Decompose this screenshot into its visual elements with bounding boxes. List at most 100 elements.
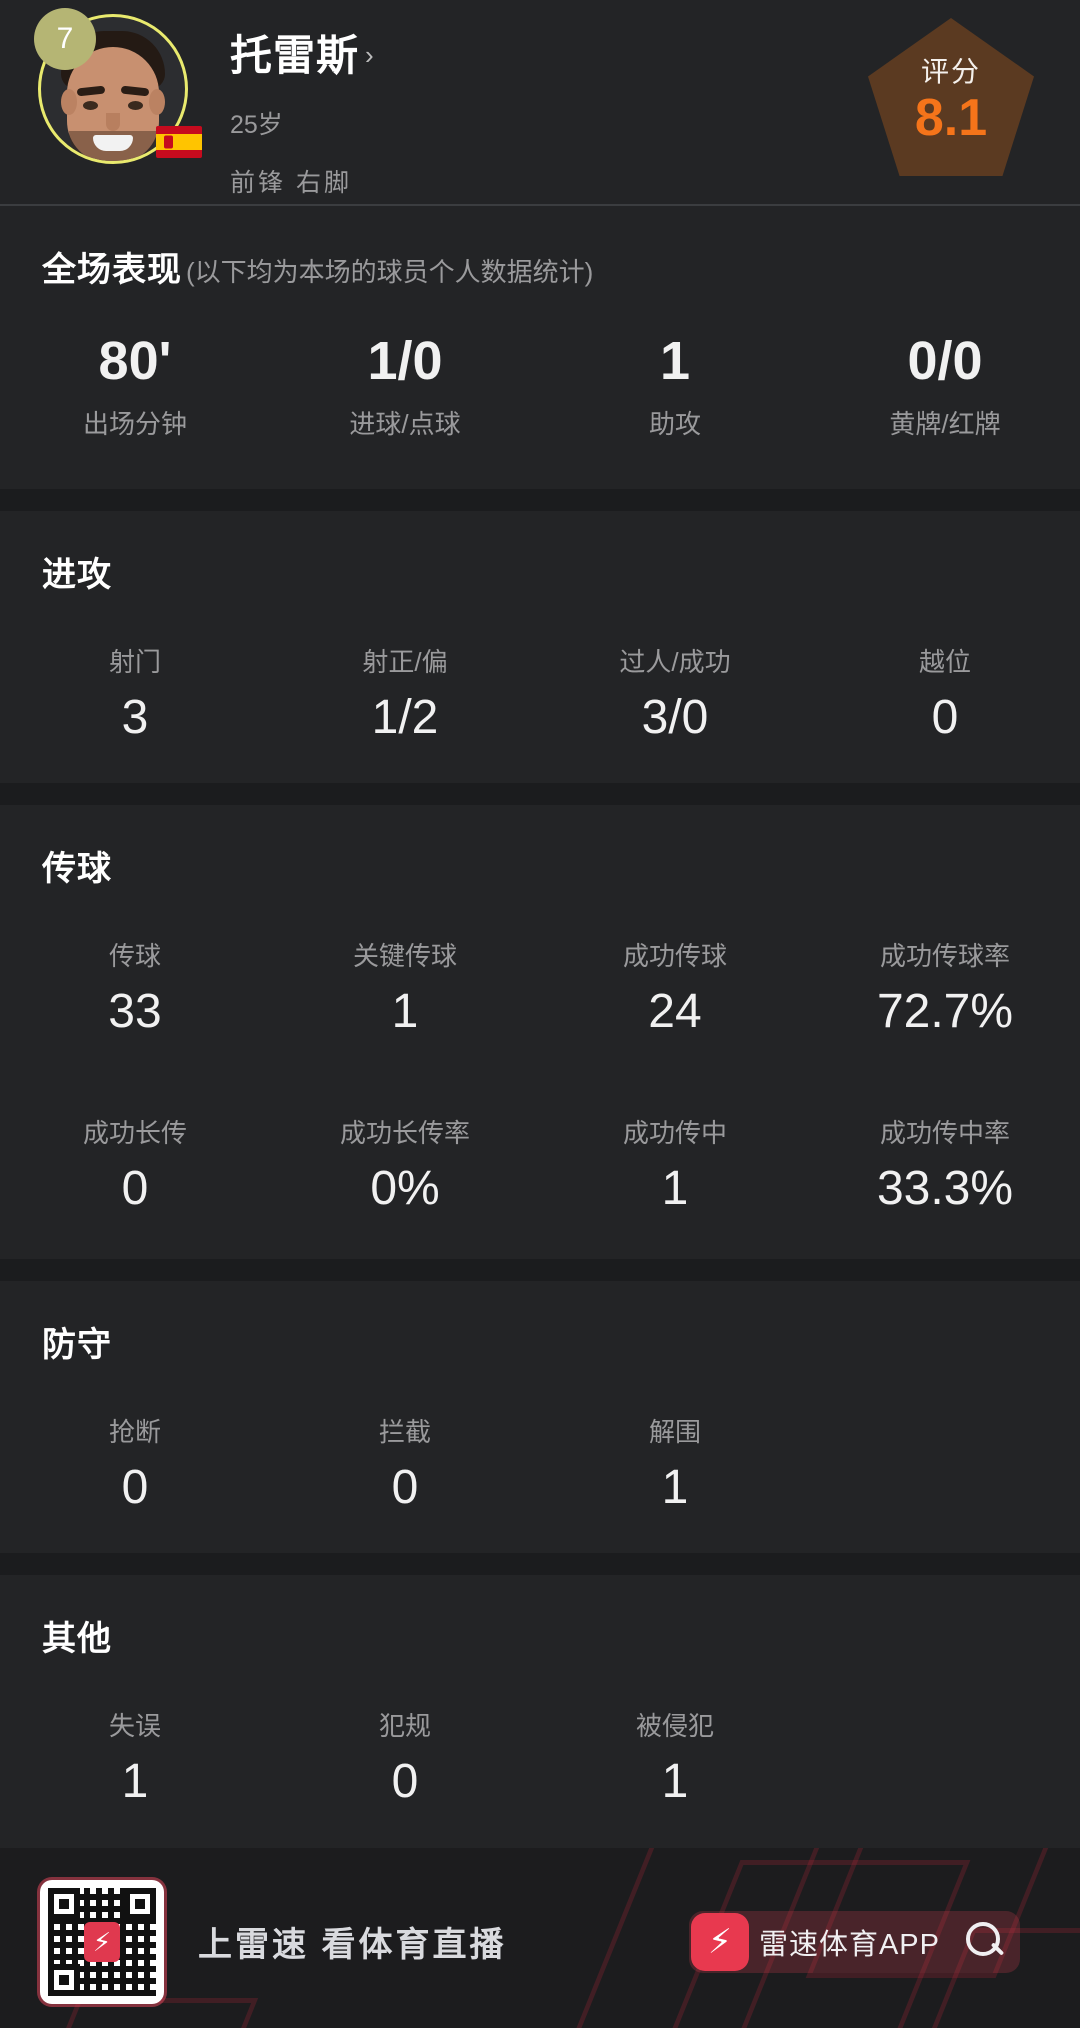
stat-value: 1/2 [371,690,439,744]
chevron-right-icon: › [365,39,374,70]
stat-cell: 抢断 0 [0,1412,270,1513]
stat-cell: 关键传球 1 [270,936,540,1037]
spain-flag-icon [156,126,202,158]
stat-value: 0 [121,1162,149,1216]
stat-label: 成功传中率 [879,1118,1010,1149]
section-title-row: 进攻 [0,511,1080,596]
stat-label: 传球 [108,941,161,972]
stat-value: 33.3% [876,1162,1014,1216]
stat-label: 越位 [918,646,971,677]
stat-value: 0 [391,1755,419,1809]
stat-cell: 成功传中率 33.3% [810,1113,1080,1214]
section-title: 进攻 [42,555,112,594]
stat-label: 成功长传率 [339,1118,470,1149]
stat-value: 1 [659,331,691,391]
stat-label: 拦截 [378,1416,431,1447]
stat-row: 80' 出场分钟 1/0 进球/点球 1 助攻 0/0 黄牌/红牌 [0,333,1080,489]
stat-value: 24 [648,985,702,1039]
stat-value: 1 [121,1755,149,1809]
app-download-button[interactable]: ⚡ 雷速体育APP [688,1910,1020,1973]
stat-value: 1 [661,1755,689,1809]
stat-cell: 犯规 0 [270,1706,540,1807]
stats-sections: 全场表现 (以下均为本场的球员个人数据统计) 80' 出场分钟 1/0 进球/点球 1 助攻 0… [0,206,1080,1848]
stat-cell: 过人/成功 3/0 [540,642,810,743]
stat-row: 成功长传 0 成功长传率 0% 成功传中 1 成功传中率 33.3% [0,1113,1080,1258]
qr-code[interactable]: ⚡ [40,1879,164,2004]
avatar[interactable]: 7 [34,8,202,164]
section-subtitle: (以下均为本场的球员个人数据统计) [186,257,594,287]
stat-value: 1/0 [367,331,443,391]
stat-label: 解围 [648,1416,701,1447]
stat-label: 过人/成功 [619,646,731,677]
stat-row: 传球 33 关键传球 1 成功传球 24 成功传球率 72.7% [0,936,1080,1077]
section-title: 其他 [42,1620,112,1659]
section-2: 进攻 射门 3 射正/偏 1/2 过人/成功 3/0 越位 0 [0,510,1080,784]
stat-label: 犯规 [378,1711,431,1742]
stat-value: 3/0 [641,690,709,744]
avatar-ring [38,14,188,164]
player-info: 托雷斯 › 25岁 前锋 右脚 [230,22,1080,199]
stat-cell: 成功传球 24 [540,936,810,1037]
stat-value: 1 [661,1162,689,1216]
stat-cell: 1 助攻 [540,333,810,441]
section-divider [0,1553,1080,1576]
search-icon[interactable] [962,1919,1008,1965]
section-3: 传球 传球 33 关键传球 1 成功传球 24 成功传球率 72.7% 成功长传 0 成功长传率 0% 成… [0,805,1080,1259]
stat-label: 关键传球 [352,941,457,972]
section-4: 防守抢断 0 拦截 0 解围 1 [0,1280,1080,1554]
section-title-row: 防守 [0,1281,1080,1366]
section-title: 防守 [42,1325,112,1364]
section-title-row: 传球 [0,805,1080,890]
player-position: 前锋 右脚 [230,169,352,197]
section-title-row: 其他 [0,1575,1080,1660]
jersey-number-badge: 7 [34,8,96,70]
stat-value: 3 [121,690,149,744]
stat-label: 出场分钟 [82,408,187,439]
stat-value: 0% [370,1162,440,1216]
stat-label: 抢断 [108,1416,161,1447]
stat-label: 失误 [108,1711,161,1742]
stat-cell: 成功长传率 0% [270,1113,540,1214]
stat-label: 成功传中 [622,1118,727,1149]
stat-cell: 80' 出场分钟 [0,333,270,441]
stat-cell: 射正/偏 1/2 [270,642,540,743]
stat-row: 抢断 0 拦截 0 解围 1 [0,1412,1080,1553]
promo-slogan: 上雷速 看体育直播 [198,1926,507,1965]
stat-value: 0/0 [907,331,983,391]
app-promo-footer: ⚡ 上雷速 看体育直播 ⚡ 雷速体育APP [0,1847,1080,2028]
stat-label: 黄牌/红牌 [889,408,1001,439]
stat-cell: 解围 1 [540,1412,810,1513]
stat-label: 被侵犯 [635,1711,714,1742]
player-age: 25岁 [230,111,283,139]
stat-cell: 成功长传 0 [0,1113,270,1214]
section-divider [0,488,1080,511]
player-name-row[interactable]: 托雷斯 › [230,22,1080,83]
stat-label: 成功传球率 [879,941,1010,972]
stat-value: 72.7% [876,985,1014,1039]
stat-cell: 0/0 黄牌/红牌 [810,333,1080,441]
stat-label: 进球/点球 [349,408,461,439]
section-title-row: 全场表现 (以下均为本场的球员个人数据统计) [0,206,1080,291]
stat-cell: 射门 3 [0,642,270,743]
stat-label: 射门 [108,646,161,677]
page-title: 托雷斯 [230,32,360,79]
player-header: 7 托雷斯 › 25岁 前锋 右脚 评分 8.1 [0,0,1080,206]
stat-cell: 成功传中 1 [540,1113,810,1214]
stat-value: 0 [391,1460,419,1514]
rating-badge: 评分 8.1 [868,18,1034,176]
lightning-bolt-icon: ⚡ [690,1912,749,1971]
stat-cell: 失误 1 [0,1706,270,1807]
stat-value: 33 [108,985,162,1039]
stat-label: 成功传球 [622,941,727,972]
stat-label: 助攻 [648,408,701,439]
stat-value: 1 [391,985,419,1039]
section-title: 全场表现 [42,251,182,289]
stat-value: 80' [98,331,172,391]
stat-cell: 成功传球率 72.7% [810,936,1080,1037]
section-title: 传球 [42,850,112,889]
stat-label: 射正/偏 [362,646,448,677]
stat-cell: 传球 33 [0,936,270,1037]
rating-label: 评分 [920,56,981,87]
stat-value: 1 [661,1460,689,1514]
